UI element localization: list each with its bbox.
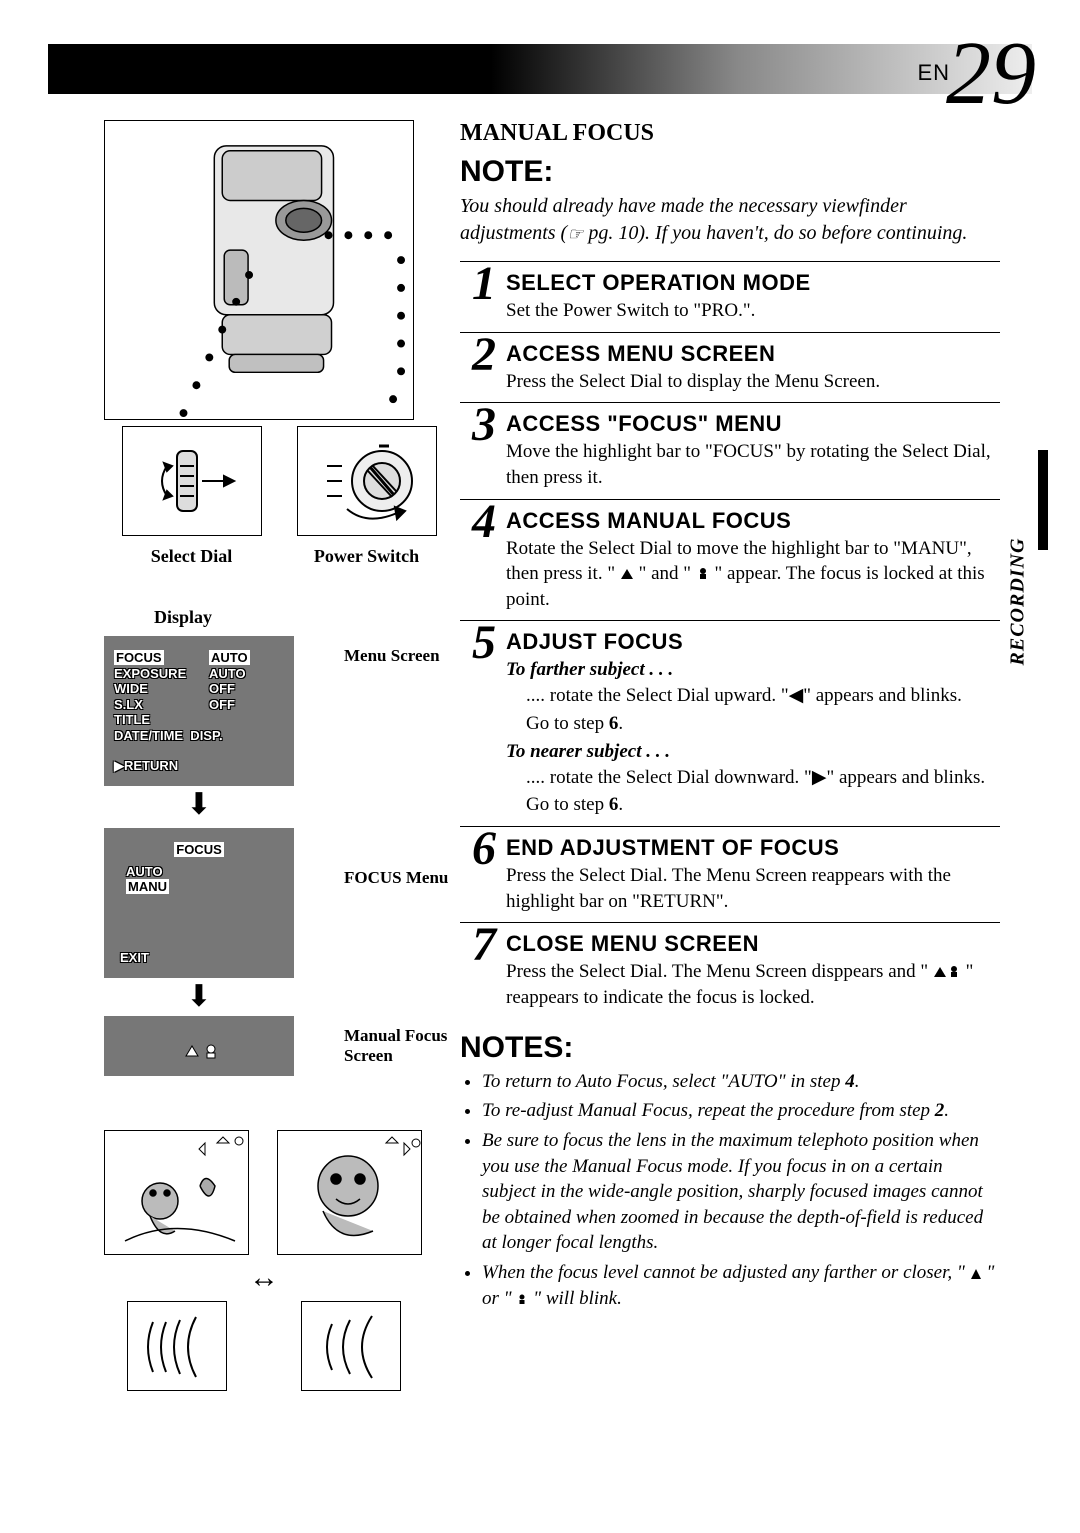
side-tab-bar <box>1038 450 1048 550</box>
nearer-subject-illustration <box>277 1130 422 1255</box>
side-tab: RECORDING <box>1018 550 1042 750</box>
page-number: 29 <box>946 22 1036 125</box>
focus-option-manu: MANU <box>126 879 169 894</box>
menu-item-focus: FOCUS <box>114 650 164 665</box>
step-1: 1 SELECT OPERATION MODE Set the Power Sw… <box>460 261 1000 332</box>
menu-value: OFF <box>209 697 235 713</box>
step-6: 6 END ADJUSTMENT OF FOCUS Press the Sele… <box>460 826 1000 922</box>
left-column: Select Dial <box>104 120 454 1076</box>
menu-item-exposure: EXPOSURE <box>114 666 209 682</box>
select-dial-diagram <box>122 426 262 536</box>
step-title: ACCESS "FOCUS" MENU <box>506 411 1000 437</box>
note-item: To re-adjust Manual Focus, repeat the pr… <box>482 1098 1000 1124</box>
person-icon <box>696 567 710 581</box>
focus-menu-exit: EXIT <box>120 950 149 966</box>
note-text-part: pg. 10). If you haven't, do so before co… <box>583 222 967 244</box>
step-number: 4 <box>446 494 496 549</box>
note-text: You should already have made the necessa… <box>460 193 1000 247</box>
step-5: 5 ADJUST FOCUS To farther subject . . . … <box>460 620 1000 826</box>
step-text: " and " <box>634 563 696 584</box>
step-number: 3 <box>446 397 496 452</box>
step-7: 7 CLOSE MENU SCREEN Press the Select Dia… <box>460 922 1000 1018</box>
person-icon <box>947 965 961 979</box>
menu-value: AUTO <box>209 666 246 682</box>
step-title: SELECT OPERATION MODE <box>506 270 1000 296</box>
menu-value: OFF <box>209 681 235 697</box>
step-4: 4 ACCESS MANUAL FOCUS Rotate the Select … <box>460 499 1000 621</box>
power-switch-diagram <box>297 426 437 536</box>
arrow-down-icon: ⬇ <box>104 790 294 820</box>
person-icon <box>516 1294 528 1306</box>
step-body: Rotate the Select Dial to move the highl… <box>506 536 1000 613</box>
step-3: 3 ACCESS "FOCUS" MENU Move the highlight… <box>460 402 1000 498</box>
arrow-down-icon: ⬇ <box>104 982 294 1012</box>
menu-return: ▶RETURN <box>114 758 178 774</box>
step-number: 1 <box>446 256 496 311</box>
step-number: 2 <box>446 327 496 382</box>
step-body: .... rotate the Select Dial downward. "▶… <box>506 765 1000 791</box>
notes-list: To return to Auto Focus, select "AUTO" i… <box>460 1069 1000 1312</box>
menu-screen: FOCUS AUTO EXPOSUREAUTO WIDEOFF S.LXOFF T… <box>104 636 294 786</box>
step-title: END ADJUSTMENT OF FOCUS <box>506 835 1000 861</box>
notes-heading: NOTES: <box>460 1031 1000 1065</box>
step-number: 7 <box>446 917 496 972</box>
focus-menu-title: FOCUS <box>174 842 224 857</box>
lens-wide-illustration <box>127 1301 227 1391</box>
section-title: MANUAL FOCUS <box>460 120 1000 147</box>
power-switch-label: Power Switch <box>297 546 437 567</box>
note-item: When the focus level cannot be adjusted … <box>482 1260 1000 1311</box>
menu-item-wide: WIDE <box>114 681 209 697</box>
display-label: Display <box>154 607 454 628</box>
right-column: MANUAL FOCUS NOTE: You should already ha… <box>460 120 1000 1315</box>
step-body: Go to step 6. <box>506 711 1000 737</box>
step-body: Set the Power Switch to "PRO.". <box>506 298 1000 324</box>
menu-item-slx: S.LX <box>114 697 209 713</box>
note-heading: NOTE: <box>460 155 1000 189</box>
focus-menu-screen: FOCUS AUTO MANU EXIT <box>104 828 294 978</box>
mountain-icon <box>620 567 634 581</box>
mountain-icon <box>933 965 947 979</box>
note-item: To return to Auto Focus, select "AUTO" i… <box>482 1069 1000 1095</box>
step-title: CLOSE MENU SCREEN <box>506 931 1000 957</box>
header-bar <box>48 44 1032 94</box>
step-subtitle: To farther subject . . . <box>506 659 1000 681</box>
step-text: .... rotate the Select Dial upward. " <box>526 685 789 706</box>
double-arrow-icon: ↔ <box>104 1261 424 1295</box>
menu-item-date-time: DATE/TIME DISP. <box>114 728 223 744</box>
lens-tele-illustration <box>301 1301 401 1391</box>
menu-value-auto: AUTO <box>209 650 250 665</box>
side-tab-text: RECORDING <box>1007 538 1030 666</box>
farther-subject-illustration <box>104 1130 249 1255</box>
step-body: Move the highlight bar to "FOCUS" by rot… <box>506 439 1000 490</box>
step-body: Press the Select Dial. The Menu Screen r… <box>506 863 1000 914</box>
select-dial-label: Select Dial <box>122 546 262 567</box>
step-body: Press the Select Dial to display the Men… <box>506 369 1000 395</box>
step-body: .... rotate the Select Dial upward. "◀" … <box>506 683 1000 709</box>
step-text: " appears and blinks. <box>826 767 985 788</box>
step-body: Press the Select Dial. The Menu Screen d… <box>506 959 1000 1010</box>
step-number: 5 <box>446 615 496 670</box>
step-text: " appears and blinks. <box>803 685 962 706</box>
step-title: ACCESS MANUAL FOCUS <box>506 508 1000 534</box>
camera-illustration <box>104 120 414 420</box>
step-title: ACCESS MENU SCREEN <box>506 341 1000 367</box>
step-text: .... rotate the Select Dial downward. " <box>526 767 812 788</box>
menu-item-title: TITLE <box>114 712 209 728</box>
page-ref-icon: ☞ <box>567 222 583 246</box>
note-item: Be sure to focus the lens in the maximum… <box>482 1128 1000 1256</box>
step-body: Go to step 6. <box>506 792 1000 818</box>
step-2: 2 ACCESS MENU SCREEN Press the Select Di… <box>460 332 1000 403</box>
step-number: 6 <box>446 821 496 876</box>
focus-option-auto: AUTO <box>126 864 284 880</box>
bottom-illustrations: ↔ <box>104 1130 424 1407</box>
manual-focus-screen <box>104 1016 294 1076</box>
step-subtitle: To nearer subject . . . <box>506 741 1000 763</box>
step-title: ADJUST FOCUS <box>506 629 1000 655</box>
step-text: Press the Select Dial. The Menu Screen d… <box>506 961 933 982</box>
mountain-icon <box>970 1268 982 1280</box>
